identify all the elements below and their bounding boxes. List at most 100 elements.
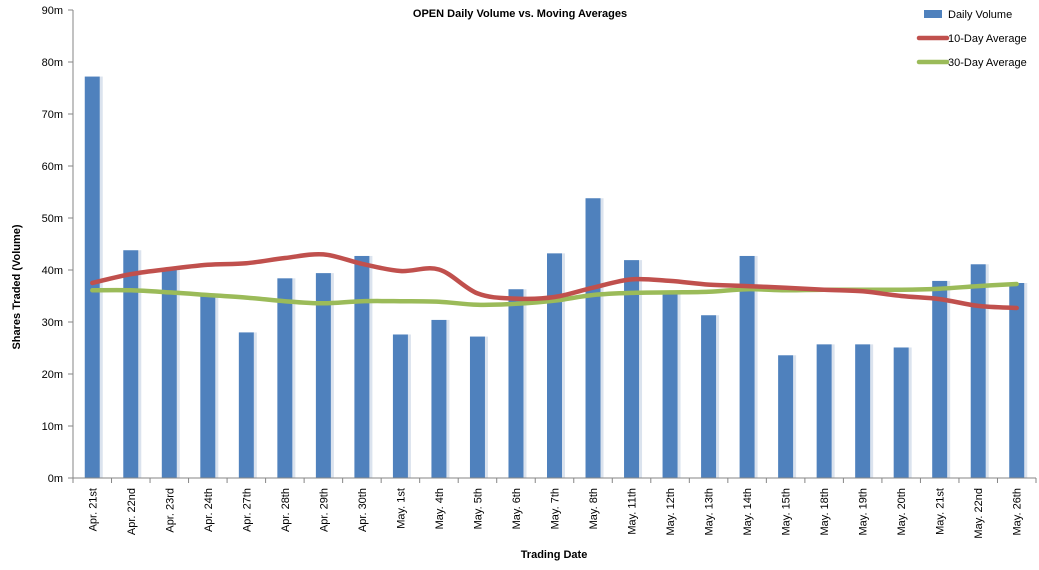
volume-bar: [469, 336, 485, 478]
bar-shadow: [908, 347, 912, 478]
x-axis-title: Trading Date: [521, 549, 588, 561]
volume-bar: [816, 344, 832, 478]
volume-bar: [585, 198, 601, 479]
x-tick-label: May. 15th: [781, 488, 793, 536]
x-tick-label: May. 22nd: [973, 488, 985, 539]
legend: Daily Volume 10-Day Average 30-Day Average: [916, 9, 1027, 69]
y-tick-label: 40m: [42, 265, 63, 277]
series-line-10-day-average: [90, 251, 1019, 311]
volume-bar: [739, 255, 755, 478]
x-tick-label: May. 13th: [704, 488, 716, 536]
chart-title: OPEN Daily Volume vs. Moving Averages: [413, 8, 627, 20]
axes-group: 0m 10m 20m 30m 40m 50m 60m 70m 80m 90m Apr. 21st Ap…: [42, 5, 1037, 539]
bar-shadow: [523, 289, 527, 478]
bar-shadow: [793, 355, 797, 478]
bar-shadow: [446, 319, 450, 478]
x-tick-label: Apr. 23rd: [164, 488, 176, 533]
volume-bar: [1009, 283, 1025, 478]
x-tick-label: May. 18th: [819, 488, 831, 536]
volume-bar: [855, 344, 871, 478]
volume-bar: [778, 355, 794, 478]
x-tick-label: Apr. 29th: [318, 488, 330, 532]
volume-bar: [893, 347, 909, 478]
x-tick-label: Apr. 28th: [280, 488, 292, 532]
volume-bar: [932, 280, 948, 478]
bar-shadow: [215, 293, 219, 478]
legend-label: Daily Volume: [948, 9, 1012, 21]
volume-bar: [547, 253, 562, 478]
x-tick-label: May. 19th: [858, 488, 870, 536]
volume-bar: [238, 332, 254, 478]
y-tick-label: 20m: [42, 369, 63, 381]
legend-item: 10-Day Average: [916, 33, 1027, 45]
y-tick-label: 60m: [42, 161, 63, 173]
x-tick-label: May. 5th: [472, 488, 484, 529]
y-tick-label: 0m: [48, 473, 63, 485]
x-tick-label: May. 14th: [742, 488, 754, 536]
bar-shadow: [831, 344, 835, 478]
volume-bar: [200, 293, 216, 478]
volume-bar: [662, 290, 678, 478]
legend-label: 30-Day Average: [948, 57, 1027, 69]
y-tick-label: 80m: [42, 57, 63, 69]
bar-shadow: [253, 332, 257, 478]
y-tick-label: 70m: [42, 109, 63, 121]
x-tick-label: May. 7th: [550, 488, 562, 529]
x-tick-label: May. 8th: [588, 488, 600, 529]
y-tick-label: 30m: [42, 317, 63, 329]
volume-bar: [84, 76, 100, 478]
x-tick-label: Apr. 22nd: [126, 488, 138, 535]
bar-shadow: [870, 344, 874, 478]
x-tick-label: May. 21st: [935, 488, 947, 535]
x-tick-label: May. 4th: [434, 488, 446, 529]
volume-bar: [624, 260, 640, 478]
volume-bar: [392, 334, 408, 478]
bar-shadow: [484, 336, 488, 478]
x-tick-label: Apr. 21st: [87, 488, 99, 531]
volume-bar: [123, 250, 139, 478]
legend-item: Daily Volume: [924, 9, 1012, 21]
bar-shadow: [754, 255, 758, 478]
x-tick-label: May. 20th: [896, 488, 908, 536]
volume-bar: [970, 264, 986, 478]
legend-label: 10-Day Average: [948, 33, 1027, 45]
bar-shadow: [639, 260, 643, 478]
bar-shadow: [330, 273, 334, 478]
bars-group: [84, 76, 1028, 479]
bar-shadow: [716, 315, 720, 478]
bar-shadow: [562, 253, 565, 478]
volume-bar: [277, 278, 293, 478]
bar-shadow: [99, 76, 103, 478]
bar-shadow: [407, 334, 411, 478]
legend-item: 30-Day Average: [916, 57, 1027, 69]
volume-bar: [315, 273, 331, 478]
bar-shadow: [677, 290, 681, 478]
legend-swatch: [924, 10, 942, 18]
x-tick-label: May. 26th: [1012, 488, 1024, 536]
x-tick-label: May. 11th: [627, 488, 639, 535]
x-tick-label: May. 1st: [395, 488, 407, 529]
lines-group: [90, 251, 1019, 311]
x-tick-label: Apr. 30th: [357, 488, 369, 532]
bar-shadow: [138, 250, 142, 478]
bar-shadow: [1024, 283, 1028, 478]
bar-shadow: [176, 270, 180, 478]
y-tick-label: 90m: [42, 5, 63, 17]
volume-bar: [161, 270, 177, 478]
bar-shadow: [600, 198, 604, 479]
volume-bar: [701, 315, 717, 478]
bar-shadow: [985, 264, 989, 478]
volume-bar: [508, 289, 524, 478]
x-tick-label: May. 6th: [511, 488, 523, 529]
bar-shadow: [292, 278, 296, 478]
y-axis-title: Shares Traded (Volume): [11, 224, 23, 349]
bar-shadow: [947, 280, 951, 478]
volume-bar: [431, 319, 447, 478]
y-tick-label: 10m: [42, 421, 63, 433]
volume-bar: [354, 255, 370, 478]
x-tick-label: Apr. 27th: [241, 488, 253, 532]
y-tick-label: 50m: [42, 213, 63, 225]
bar-shadow: [369, 255, 373, 478]
